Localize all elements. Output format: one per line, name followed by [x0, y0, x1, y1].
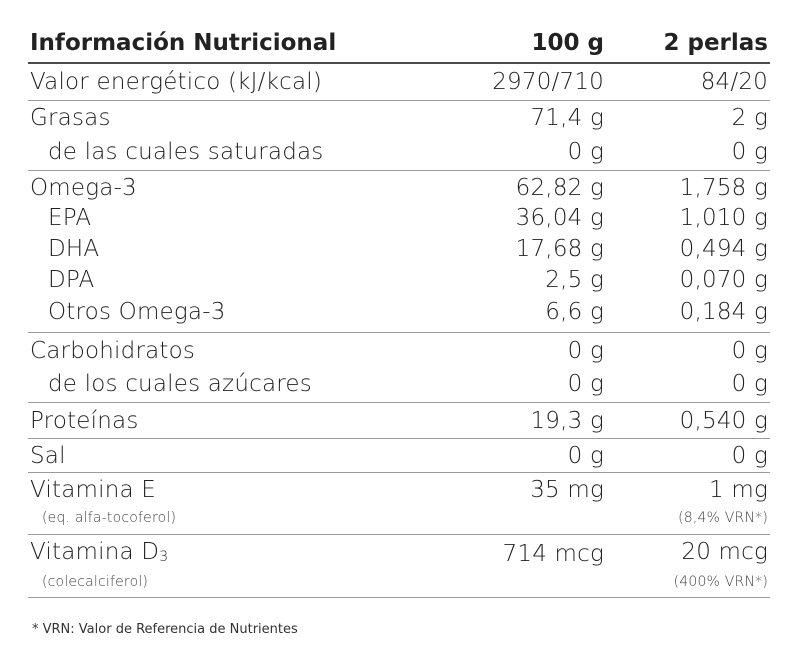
value-100g: 17,68 g: [515, 236, 604, 262]
vitamin-d-subscript: 3: [159, 549, 169, 565]
value-100g: 2,5 g: [545, 267, 604, 293]
value-2-perlas: 1,758 g: [679, 175, 768, 201]
value-2-perlas: 0 g: [731, 371, 768, 397]
value-100g: 0 g: [567, 338, 604, 364]
row-protein: Proteínas 19,3 g 0,540 g: [28, 402, 770, 438]
row-label-other-omega3: Otros Omega-3: [48, 299, 226, 325]
group-carbs: Carbohidratos 0 g 0 g de los cuales azúc…: [28, 332, 770, 402]
value-100g: 35 mg: [530, 477, 604, 503]
nutrition-table: Información Nutricional 100 g 2 perlas V…: [28, 26, 770, 598]
vitamin-d-vrn: (400% VRN*): [673, 574, 768, 590]
row-label-epa: EPA: [48, 205, 92, 231]
row-label-dpa: DPA: [48, 267, 95, 293]
row-energy: Valor energético (kJ/kcal) 2970/710 84/2…: [28, 64, 770, 100]
row-vitamin-d3: Vitamina D3 714 mcg 20 mcg (colecalcifer…: [28, 534, 770, 598]
value-100g: 6,6 g: [545, 299, 604, 325]
row-label-salt: Sal: [30, 443, 66, 469]
value-100g: 0 g: [567, 443, 604, 469]
row-label: Valor energético (kJ/kcal): [30, 69, 323, 95]
value-100g: 2970/710: [492, 69, 604, 95]
column-header-2-perlas: 2 perlas: [663, 30, 768, 56]
value-100g: 0 g: [567, 139, 604, 165]
group-fat: Grasas 71,4 g 2 g de las cuales saturada…: [28, 100, 770, 170]
row-label-saturated: de las cuales saturadas: [48, 139, 324, 165]
vitamin-e-vrn: (8,4% VRN*): [678, 510, 768, 526]
row-label-dha: DHA: [48, 236, 100, 262]
row-label-sugars: de los cuales azúcares: [48, 371, 312, 397]
value-2-perlas: 0 g: [731, 443, 768, 469]
row-label-carbs: Carbohidratos: [30, 338, 196, 364]
value-2-perlas: 1 mg: [709, 477, 768, 503]
value-2-perlas: 0 g: [731, 139, 768, 165]
value-100g: 71,4 g: [530, 105, 604, 131]
value-2-perlas: 84/20: [700, 69, 768, 95]
row-label-vitamin-d3: Vitamina D3: [30, 537, 168, 572]
value-100g: 62,82 g: [515, 175, 604, 201]
table-header: Información Nutricional 100 g 2 perlas: [28, 26, 770, 64]
row-salt: Sal 0 g 0 g: [28, 438, 770, 472]
value-100g: 0 g: [567, 371, 604, 397]
value-100g: 36,04 g: [515, 205, 604, 231]
value-100g: 19,3 g: [530, 408, 604, 434]
table-title: Información Nutricional: [30, 30, 337, 56]
vitamin-d-label: Vitamina D: [30, 539, 160, 565]
value-2-perlas: 0 g: [731, 338, 768, 364]
footnote-vrn: * VRN: Valor de Referencia de Nutrientes: [32, 622, 298, 637]
value-100g: 714 mcg: [502, 541, 604, 567]
row-label-vitamin-e: Vitamina E: [30, 477, 157, 503]
row-label-fat: Grasas: [30, 105, 111, 131]
group-omega3: Omega-3 62,82 g 1,758 g EPA 36,04 g 1,01…: [28, 170, 770, 332]
value-2-perlas: 2 g: [731, 105, 768, 131]
value-2-perlas: 0,184 g: [679, 299, 768, 325]
value-2-perlas: 0,494 g: [679, 236, 768, 262]
vitamin-e-note: (eq. alfa-tocoferol): [42, 510, 177, 526]
vitamin-d-note: (colecalciferol): [42, 574, 149, 590]
value-2-perlas: 0,070 g: [679, 267, 768, 293]
value-2-perlas: 0,540 g: [679, 408, 768, 434]
row-vitamin-e: Vitamina E 35 mg 1 mg (eq. alfa-tocofero…: [28, 472, 770, 534]
row-label-protein: Proteínas: [30, 408, 139, 434]
value-2-perlas: 20 mcg: [681, 539, 768, 565]
column-header-100g: 100 g: [531, 30, 604, 56]
value-2-perlas: 1,010 g: [679, 205, 768, 231]
row-label-omega3: Omega-3: [30, 175, 137, 201]
